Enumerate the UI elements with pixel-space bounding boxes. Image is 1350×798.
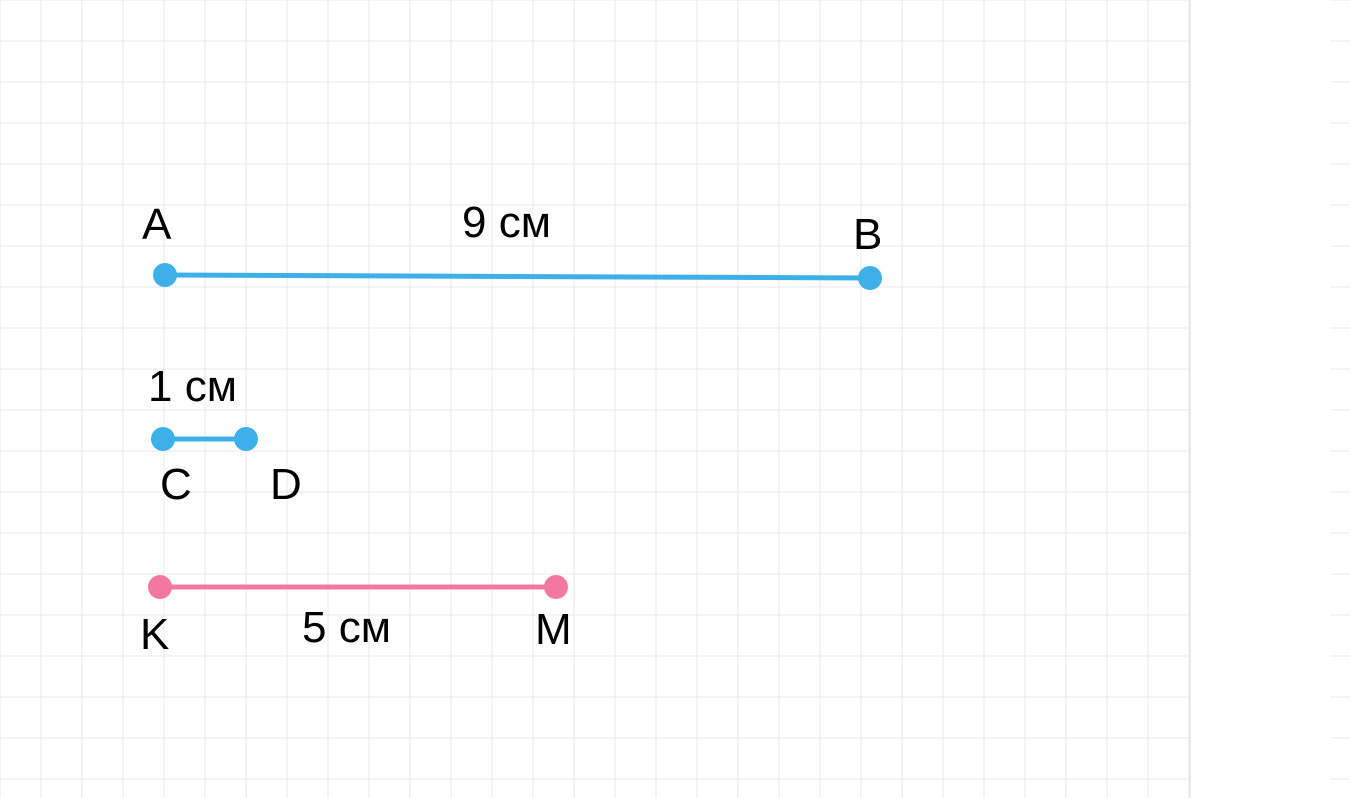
segment-km [148,575,568,599]
point-label-m: M [535,605,572,655]
right-panel-ticks [1330,0,1350,779]
point-label-k: K [140,610,169,660]
segment-ab [153,263,882,290]
point-label-c: C [160,460,192,510]
point-label-d: D [270,460,302,510]
point-label-b: B [853,210,882,260]
length-label-cd: 1 см [148,362,237,412]
point-label-a: A [142,200,171,250]
length-label-ab: 9 см [462,198,551,248]
length-label-km: 5 см [302,603,391,653]
